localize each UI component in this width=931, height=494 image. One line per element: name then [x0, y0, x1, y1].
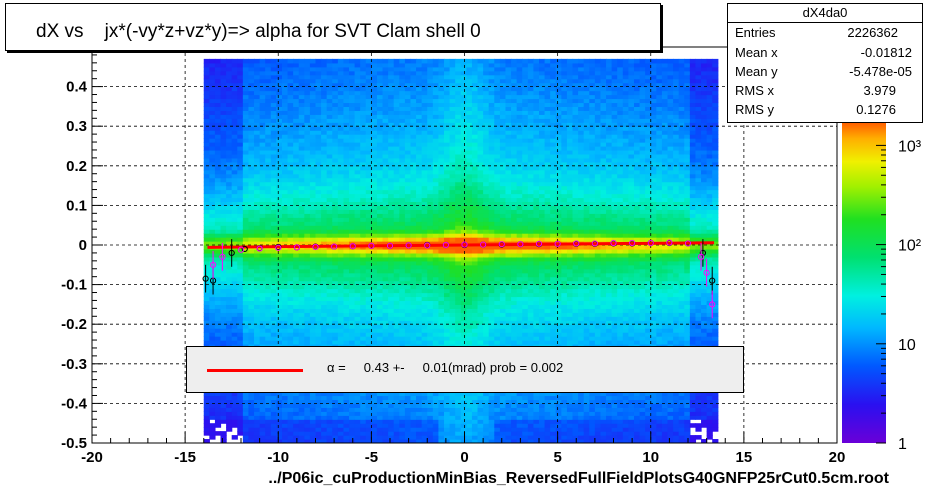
title-box: dX vs jx*(-vy*z+vz*y)=> alpha for SVT Cl… [5, 3, 661, 51]
y-tick-label: 0.2 [66, 158, 87, 175]
profile-point-magenta [461, 241, 468, 248]
stats-value: 0.1276 [856, 102, 896, 117]
y-tick-label: 0.1 [66, 197, 87, 214]
profile-point-magenta [666, 239, 673, 246]
x-tick-label: -15 [174, 449, 196, 466]
y-tick-label: -0.2 [61, 316, 87, 333]
y-tick-label: -0.5 [61, 435, 87, 452]
plot-axes: -20 -15 -10 -5 0 5 10 15 20 -0.5 -0.4 -0.3 -0.2 -0.1 0… [61, 46, 846, 466]
z-tick-label: 1 [898, 436, 907, 453]
stats-row-entries: Entries 2226362 [728, 23, 922, 43]
profile-point-magenta [647, 239, 654, 247]
profile-point-magenta [517, 241, 524, 248]
stats-key: Entries [735, 25, 776, 40]
y-tick-label: -0.4 [61, 395, 88, 412]
profile-point-magenta [610, 239, 617, 247]
profile-point-magenta [535, 240, 543, 247]
profile-point-magenta [293, 244, 300, 251]
z-tick-label: 10² [898, 238, 922, 255]
profile-point-magenta [697, 253, 705, 260]
profile-point-magenta [684, 240, 692, 247]
profile-point-magenta [405, 242, 412, 249]
profile-point-magenta [256, 245, 263, 252]
profile-point-magenta [237, 246, 245, 253]
stats-value: 2226362 [847, 25, 898, 40]
profile-point-magenta [573, 240, 580, 247]
stats-value: -5.478e-05 [849, 64, 912, 79]
z-tick-label: 10³ [898, 138, 922, 155]
stats-key: RMS y [735, 102, 774, 117]
profile-point-magenta [368, 242, 375, 249]
x-tick-label: 10 [642, 449, 659, 466]
profile-point-black [202, 275, 209, 282]
profile-point-magenta [442, 241, 449, 249]
x-tick-label: 20 [829, 449, 846, 466]
z-tick-label: 10 [898, 337, 916, 354]
legend-fit-result: α = 0.43 +- 0.01(mrad) prob = 0.002 [327, 360, 564, 375]
profile-point-magenta [709, 301, 716, 308]
profile-point-magenta [331, 243, 338, 250]
x-tick-label: 15 [736, 449, 753, 466]
chart-title: dX vs jx*(-vy*z+vz*y)=> alpha for SVT Cl… [36, 21, 481, 42]
stats-key: RMS x [735, 83, 774, 98]
legend-fit-line-sample [207, 369, 303, 372]
y-tick-label: -0.1 [61, 277, 87, 294]
profile-point-black [241, 245, 248, 253]
color-scale-axis: 1 10 10² 10³ [876, 138, 922, 453]
profile-point-magenta [480, 241, 487, 248]
profile-point-magenta [498, 241, 505, 248]
x-tick-label: -20 [81, 449, 103, 466]
profile-point-magenta [554, 240, 561, 247]
y-tick-label: 0.3 [66, 118, 87, 135]
stats-key: Mean y [735, 64, 778, 79]
profile-point-magenta [349, 243, 356, 250]
profile-point-magenta [386, 242, 394, 249]
profile-point-magenta [424, 242, 431, 249]
y-tick-label: 0.4 [66, 79, 88, 96]
fit-legend: α = 0.43 +- 0.01(mrad) prob = 0.002 [186, 346, 744, 393]
profile-point-magenta [209, 261, 217, 268]
color-scale-bar [842, 123, 886, 443]
y-tick-label: 0 [79, 237, 87, 254]
heatmap-density [203, 58, 719, 443]
stats-value: 3.979 [863, 83, 896, 98]
stats-row-rms-x: RMS x 3.979 [728, 81, 922, 100]
source-file-label: ../P06ic_cuProductionMinBias_ReversedFul… [268, 470, 889, 487]
stats-row-rms-y: RMS y 0.1276 [728, 100, 922, 119]
stats-box: dX4da0 Entries 2226362 Mean x -0.01812 M… [727, 3, 923, 123]
stats-row-mean-x: Mean x -0.01812 [728, 43, 922, 62]
stats-value: -0.01812 [860, 45, 912, 60]
profile-point-magenta [219, 253, 226, 260]
profile-point-black [709, 277, 716, 284]
stats-histogram-name: dX4da0 [728, 4, 922, 23]
profile-markers [202, 239, 716, 319]
profile-point-magenta [275, 244, 282, 251]
stats-key: Mean x [735, 45, 778, 60]
x-tick-label: -10 [267, 449, 289, 466]
profile-point-magenta [703, 269, 710, 276]
x-tick-label: -5 [365, 449, 378, 466]
color-scale: 1 10 10² 10³ [842, 123, 922, 453]
x-tick-label: 5 [553, 449, 561, 466]
y-tick-label: -0.3 [61, 356, 87, 373]
x-tick-label: 0 [460, 449, 468, 466]
profile-point-magenta [312, 243, 319, 251]
profile-point-black [228, 249, 235, 257]
profile-point-magenta [591, 240, 598, 247]
stats-row-mean-y: Mean y -5.478e-05 [728, 62, 922, 81]
profile-point-magenta [629, 239, 636, 247]
